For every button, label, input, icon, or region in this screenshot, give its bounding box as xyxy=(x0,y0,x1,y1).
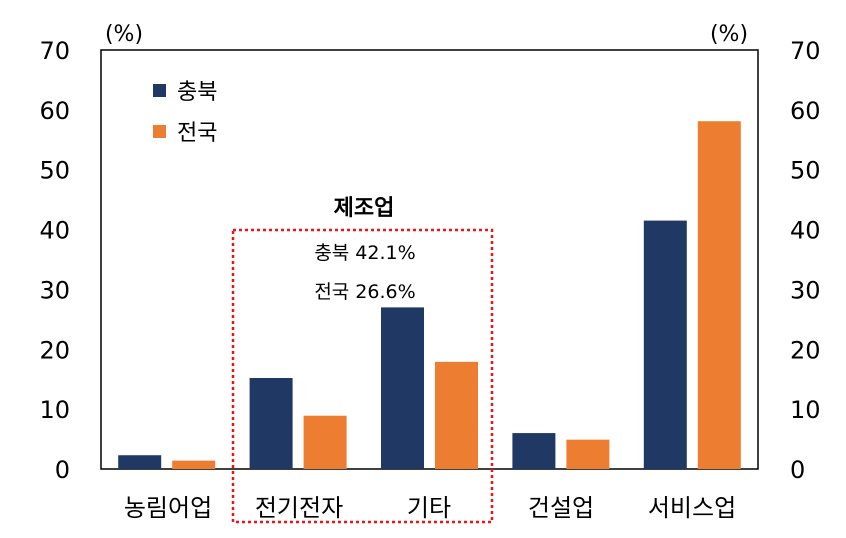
left-tick-label: 10 xyxy=(39,396,70,424)
bar-chungbuk xyxy=(381,307,424,469)
category-label: 전기전자 xyxy=(255,494,343,522)
right-tick-label: 0 xyxy=(790,456,805,484)
right-tick-label: 30 xyxy=(790,276,821,304)
left-tick-label: 70 xyxy=(39,37,70,65)
category-label: 건설업 xyxy=(528,494,594,522)
category-labels: 농림어업 전기전자 기타 건설업 서비스업 xyxy=(124,494,736,522)
bar-chungbuk xyxy=(512,433,556,469)
category-label: 기타 xyxy=(407,494,451,522)
legend: 충북 전국 xyxy=(153,80,217,146)
right-tick-label: 70 xyxy=(790,37,821,65)
bar-national xyxy=(303,415,347,469)
left-tick-label: 60 xyxy=(39,97,70,125)
bar-national xyxy=(697,121,741,469)
left-tick-label: 30 xyxy=(39,276,70,304)
bar-national xyxy=(172,460,216,469)
right-tick-label: 10 xyxy=(790,396,821,424)
category-label: 서비스업 xyxy=(648,494,736,522)
right-axis-ticks: 0 10 20 30 40 50 60 70 xyxy=(790,37,821,484)
left-tick-label: 40 xyxy=(39,217,70,245)
left-axis-ticks: 0 10 20 30 40 50 60 70 xyxy=(39,37,70,484)
right-tick-label: 20 xyxy=(790,336,821,364)
right-axis-unit: (%) xyxy=(710,22,748,47)
left-tick-label: 0 xyxy=(55,456,70,484)
annotation-title: 제조업 xyxy=(334,196,395,221)
plot-frame xyxy=(100,49,759,470)
right-tick-label: 40 xyxy=(790,217,821,245)
bar-chungbuk xyxy=(118,455,162,469)
left-tick-label: 20 xyxy=(39,336,70,364)
legend-label-national: 전국 xyxy=(177,121,217,146)
manufacturing-highlight-box xyxy=(231,228,494,524)
annotation-line-national: 전국 26.6% xyxy=(314,281,415,303)
left-tick-label: 50 xyxy=(39,157,70,185)
right-tick-label: 50 xyxy=(790,157,821,185)
bar-chungbuk xyxy=(249,378,293,469)
legend-label-chungbuk: 충북 xyxy=(177,80,217,105)
legend-swatch-national xyxy=(153,125,166,138)
bar-national xyxy=(435,361,478,469)
bar-chungbuk xyxy=(643,220,687,469)
annotation-line-chungbuk: 충북 42.1% xyxy=(314,242,415,264)
legend-swatch-chungbuk xyxy=(153,84,166,97)
left-axis-unit: (%) xyxy=(105,22,143,47)
right-tick-label: 60 xyxy=(790,97,821,125)
bar-national xyxy=(566,439,610,469)
category-label: 농림어업 xyxy=(124,494,212,522)
bar-series xyxy=(118,121,741,469)
